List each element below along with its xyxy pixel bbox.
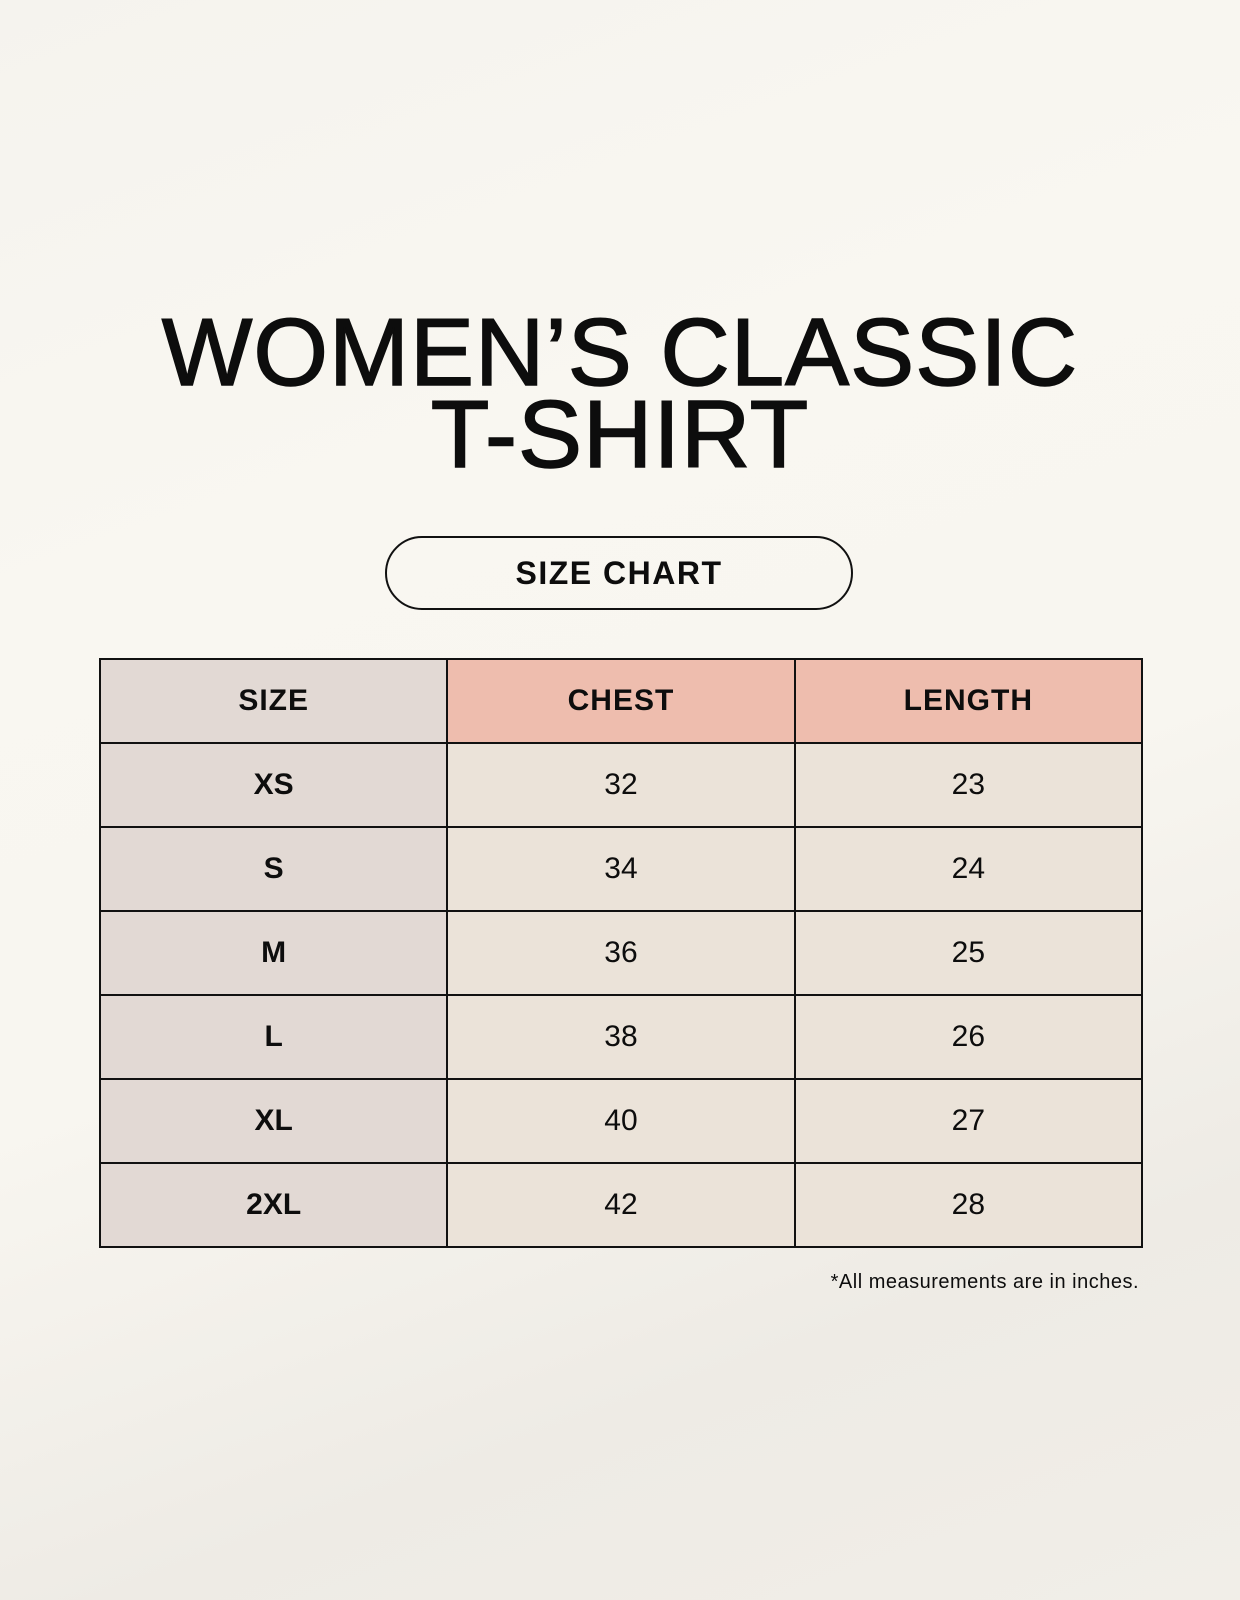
table-row: XL 40 27 xyxy=(98,1078,1144,1164)
cell-chest: 32 xyxy=(446,742,796,828)
size-table: SIZE CHEST LENGTH XS 32 23 S 34 24 M 36 25 L 38 26 X… xyxy=(98,658,1144,1248)
cell-size: 2XL xyxy=(98,1162,449,1248)
title-line-2: T-SHIRT xyxy=(430,381,810,488)
cell-size: M xyxy=(98,910,449,996)
cell-size: L xyxy=(98,994,449,1080)
cell-length: 28 xyxy=(793,1162,1144,1248)
cell-length: 23 xyxy=(793,742,1144,828)
table-row: M 36 25 xyxy=(98,910,1144,996)
header-length: LENGTH xyxy=(793,658,1144,744)
cell-length: 27 xyxy=(793,1078,1144,1164)
page-title: WOMEN’S CLASSIC T-SHIRT xyxy=(0,299,1240,488)
cell-chest: 40 xyxy=(446,1078,796,1164)
table-row: S 34 24 xyxy=(98,826,1144,912)
cell-length: 25 xyxy=(793,910,1144,996)
header-chest: CHEST xyxy=(446,658,796,744)
header-size: SIZE xyxy=(98,658,449,744)
cell-chest: 34 xyxy=(446,826,796,912)
footnote: *All measurements are in inches. xyxy=(830,1271,1139,1293)
cell-size: S xyxy=(98,826,449,912)
title-line-1: WOMEN’S CLASSIC xyxy=(161,299,1079,406)
cell-length: 26 xyxy=(793,994,1144,1080)
cell-size: XS xyxy=(98,742,449,828)
cell-chest: 42 xyxy=(446,1162,796,1248)
table-row: 2XL 42 28 xyxy=(98,1162,1144,1248)
cell-length: 24 xyxy=(793,826,1144,912)
cell-size: XL xyxy=(98,1078,449,1164)
table-header-row: SIZE CHEST LENGTH xyxy=(98,658,1144,744)
table-row: XS 32 23 xyxy=(98,742,1144,828)
size-chart-label: SIZE CHART xyxy=(385,536,853,610)
cell-chest: 36 xyxy=(446,910,796,996)
cell-chest: 38 xyxy=(446,994,796,1080)
table-row: L 38 26 xyxy=(98,994,1144,1080)
